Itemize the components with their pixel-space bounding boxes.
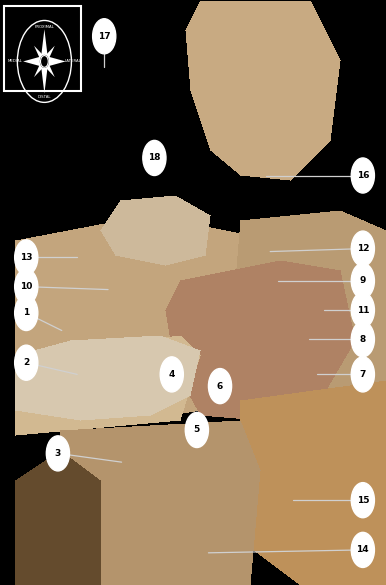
Text: 1: 1 — [23, 308, 29, 318]
Text: 6: 6 — [217, 381, 223, 391]
Text: 11: 11 — [357, 305, 369, 315]
Text: 13: 13 — [20, 253, 32, 262]
Circle shape — [351, 483, 374, 518]
Text: 16: 16 — [357, 171, 369, 180]
Circle shape — [15, 240, 38, 275]
Text: 2: 2 — [23, 358, 29, 367]
Circle shape — [15, 295, 38, 331]
Circle shape — [46, 436, 69, 471]
Text: 10: 10 — [20, 282, 32, 291]
Circle shape — [351, 158, 374, 193]
Circle shape — [351, 231, 374, 266]
Circle shape — [351, 357, 374, 392]
Text: 17: 17 — [98, 32, 110, 41]
Polygon shape — [23, 56, 44, 67]
Circle shape — [15, 269, 38, 304]
Text: DISTAL: DISTAL — [38, 95, 51, 98]
Polygon shape — [42, 58, 55, 77]
Polygon shape — [41, 61, 48, 94]
Text: MEDIAL: MEDIAL — [8, 60, 23, 63]
Polygon shape — [44, 56, 66, 67]
Text: 9: 9 — [360, 276, 366, 285]
Text: 7: 7 — [360, 370, 366, 379]
Text: 4: 4 — [169, 370, 175, 379]
Circle shape — [208, 369, 232, 404]
Text: 8: 8 — [360, 335, 366, 344]
Circle shape — [93, 19, 116, 54]
Text: 18: 18 — [148, 153, 161, 163]
Circle shape — [160, 357, 183, 392]
Circle shape — [351, 532, 374, 567]
Circle shape — [351, 292, 374, 328]
Text: PROXIMAL: PROXIMAL — [34, 26, 54, 29]
Circle shape — [351, 322, 374, 357]
Polygon shape — [42, 46, 55, 64]
Polygon shape — [34, 46, 46, 64]
Circle shape — [143, 140, 166, 176]
Text: LATERAL: LATERAL — [65, 60, 82, 63]
Text: 5: 5 — [194, 425, 200, 435]
Polygon shape — [41, 29, 48, 61]
Text: 14: 14 — [357, 545, 369, 555]
Text: 12: 12 — [357, 244, 369, 253]
Text: 3: 3 — [55, 449, 61, 458]
FancyBboxPatch shape — [4, 6, 81, 91]
Circle shape — [41, 56, 48, 67]
Circle shape — [351, 263, 374, 298]
Polygon shape — [34, 58, 46, 77]
Circle shape — [15, 345, 38, 380]
Text: 15: 15 — [357, 495, 369, 505]
Circle shape — [185, 412, 208, 448]
